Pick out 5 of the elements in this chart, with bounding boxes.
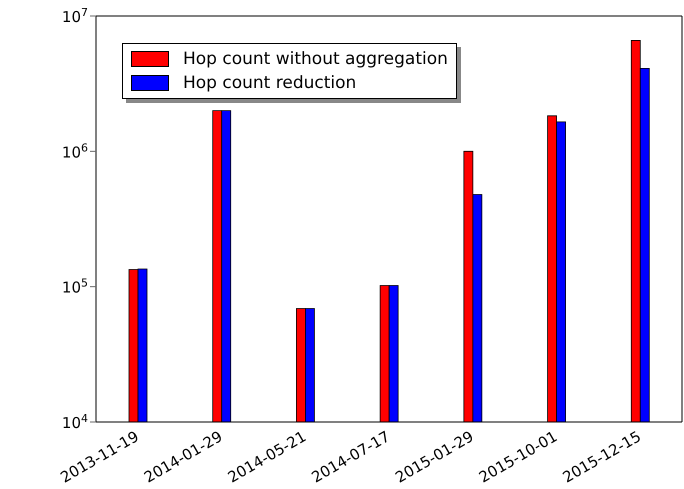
legend-label: Hop count reduction <box>183 72 356 95</box>
legend-label: Hop count without aggregation <box>183 48 448 71</box>
y-tick-label: 10$^{4}$ <box>62 412 88 432</box>
y-tick-label: 10$^{6}$ <box>62 140 88 162</box>
y-tick-label: 10$^{5}$ <box>62 276 88 297</box>
